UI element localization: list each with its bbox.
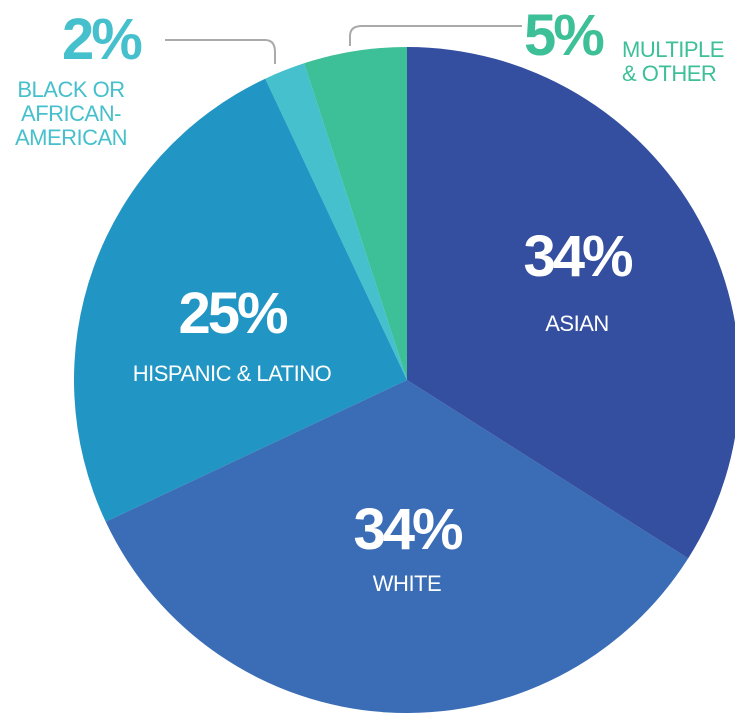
pie-slice bbox=[407, 47, 735, 559]
category-label: MULTIPLE & OTHER bbox=[622, 37, 724, 87]
value-label: 5% bbox=[524, 3, 605, 68]
category-label: HISPANIC & LATINO bbox=[132, 361, 332, 386]
category-label: WHITE bbox=[372, 571, 442, 596]
value-label: 34% bbox=[523, 224, 633, 289]
pie-slice bbox=[304, 47, 407, 380]
value-label: 34% bbox=[353, 497, 463, 562]
leader-line bbox=[349, 25, 522, 46]
category-label: ASIAN bbox=[545, 311, 609, 336]
pie-slice bbox=[74, 78, 407, 522]
value-label: 2% bbox=[62, 7, 143, 72]
category-label: BLACK OR AFRICAN-AMERICAN bbox=[14, 77, 128, 151]
value-label: 25% bbox=[178, 281, 288, 346]
pie-slice bbox=[265, 63, 407, 380]
pie-slice bbox=[105, 380, 689, 713]
leader-line bbox=[165, 39, 276, 64]
